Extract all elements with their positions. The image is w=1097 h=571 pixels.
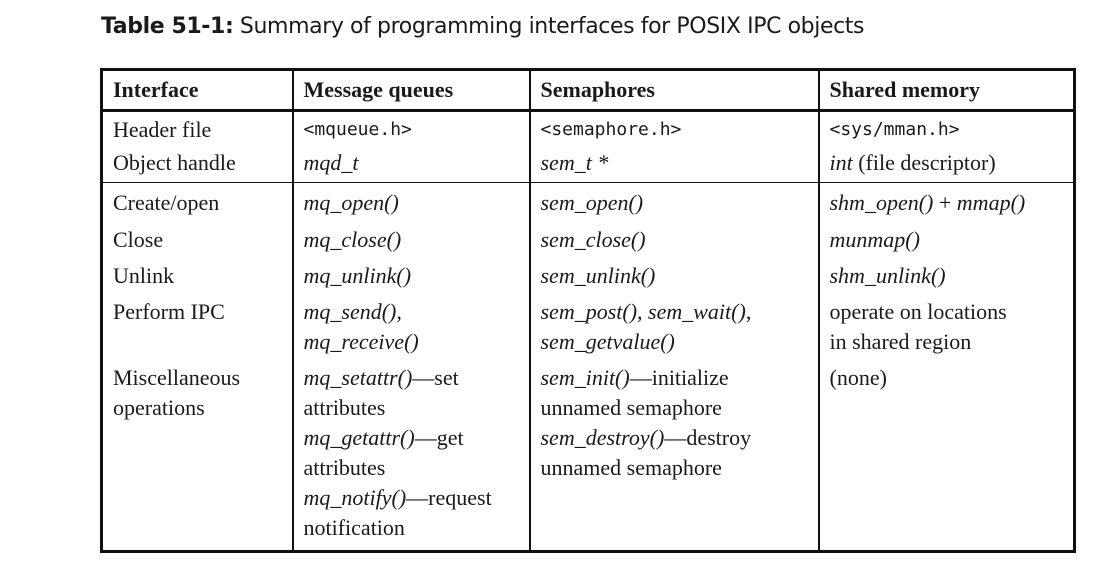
sem-cell: sem_close() <box>528 224 820 261</box>
sem-line: unnamed semaphore <box>540 455 722 481</box>
shm-cell: (none) <box>817 363 1076 552</box>
label-line: Miscellaneous <box>113 365 241 391</box>
sem-line: sem_post(), sem_wait(), <box>541 297 808 327</box>
shm-note: (file descriptor) <box>852 150 996 176</box>
header-message-queues: Message queues <box>291 69 531 112</box>
mq-line: mq_notify()—request <box>304 483 519 513</box>
sem-sep: , <box>637 298 649 324</box>
sem-cell: sem_init()—initialize unnamed semaphore … <box>528 363 820 552</box>
shm-cell: munmap() <box>817 224 1076 261</box>
shm-cell: int (file descriptor) <box>817 145 1076 184</box>
row-label: Create/open <box>100 182 294 225</box>
sem-cell: sem_unlink() <box>528 260 820 297</box>
shm-cell: operate on locations in shared region <box>817 296 1076 364</box>
mq-cell: mq_open() <box>291 182 531 225</box>
mq-line: mq_setattr()—set <box>304 363 519 393</box>
row-label: Perform IPC <box>100 296 294 364</box>
label-line: operations <box>113 395 205 421</box>
table-caption: Table 51-1: Summary of programming inter… <box>101 14 864 39</box>
mq-line: attributes <box>303 455 386 481</box>
posix-ipc-table: Interface Message queues Semaphores Shar… <box>100 68 1076 553</box>
header-interface: Interface <box>100 69 294 112</box>
sem-fn: sem_post() <box>540 298 638 324</box>
row-create-open: Create/open mq_open() sem_open() shm_ope… <box>100 182 1076 225</box>
shm-cell: shm_open() + mmap() <box>817 182 1076 225</box>
shm-plus: + <box>933 190 957 216</box>
row-unlink: Unlink mq_unlink() sem_unlink() shm_unli… <box>100 260 1076 297</box>
caption-text: Summary of programming interfaces for PO… <box>233 14 865 39</box>
mq-line: mq_getattr()—get <box>304 423 519 453</box>
shm-line: operate on locations <box>829 298 1007 324</box>
mq-fn: mq_getattr() <box>303 425 415 451</box>
sem-fn: sem_init() <box>540 365 630 391</box>
shm-fn: shm_open() <box>829 190 934 216</box>
mq-line: attributes <box>303 395 386 421</box>
header-semaphores: Semaphores <box>528 69 820 112</box>
mq-line: notification <box>303 515 405 541</box>
row-label: Unlink <box>100 260 294 297</box>
mq-desc: —set <box>412 365 459 391</box>
header-shared-memory: Shared memory <box>817 69 1076 112</box>
sem-cell: <semaphore.h> <box>528 110 820 146</box>
mq-cell: mqd_t <box>291 145 531 184</box>
shm-fn: mmap() <box>956 190 1026 216</box>
mq-line: mq_send(), <box>303 298 402 324</box>
sem-fn: sem_destroy() <box>540 425 665 451</box>
mq-cell: <mqueue.h> <box>291 110 531 146</box>
sem-desc: —destroy <box>664 425 752 451</box>
row-label: Header file <box>100 110 294 146</box>
mq-desc: —get <box>414 425 464 451</box>
shm-type: int <box>829 150 853 176</box>
sem-fn: sem_wait() <box>648 298 746 324</box>
caption-label: Table 51-1: <box>101 14 234 39</box>
mq-line: mq_receive() <box>303 328 419 354</box>
row-object-handle: Object handle mqd_t sem_t * int (file de… <box>100 145 1076 184</box>
sem-cell: sem_post(), sem_wait(), sem_getvalue() <box>528 296 820 364</box>
sem-line: sem_destroy()—destroy <box>541 423 808 453</box>
sem-line: sem_init()—initialize <box>541 363 808 393</box>
sem-cell: sem_open() <box>528 182 820 225</box>
mq-cell: mq_close() <box>291 224 531 261</box>
mq-cell: mq_send(), mq_receive() <box>291 296 531 364</box>
sem-line: unnamed semaphore <box>540 395 722 421</box>
row-header-file: Header file <mqueue.h> <semaphore.h> <sy… <box>100 110 1076 146</box>
mq-cell: mq_setattr()—set attributes mq_getattr()… <box>291 363 531 552</box>
row-close: Close mq_close() sem_close() munmap() <box>100 224 1076 261</box>
row-label: Object handle <box>100 145 294 184</box>
sem-desc: —initialize <box>629 365 729 391</box>
mq-fn: mq_notify() <box>303 485 407 511</box>
mq-cell: mq_unlink() <box>291 260 531 297</box>
mq-fn: mq_setattr() <box>303 365 413 391</box>
mq-desc: —request <box>406 485 492 511</box>
sem-line: sem_getvalue() <box>540 328 675 354</box>
row-label: Close <box>100 224 294 261</box>
header-row: Interface Message queues Semaphores Shar… <box>100 69 1076 112</box>
row-miscellaneous: Miscellaneous operations mq_setattr()—se… <box>100 363 1076 552</box>
shm-cell: shm_unlink() <box>817 260 1076 297</box>
row-label: Miscellaneous operations <box>100 363 294 552</box>
sem-cell: sem_t * <box>528 145 820 184</box>
row-perform-ipc: Perform IPC mq_send(), mq_receive() sem_… <box>100 296 1076 364</box>
shm-line: in shared region <box>829 328 972 354</box>
sem-sep: , <box>745 298 752 324</box>
shm-cell: <sys/mman.h> <box>817 110 1076 146</box>
